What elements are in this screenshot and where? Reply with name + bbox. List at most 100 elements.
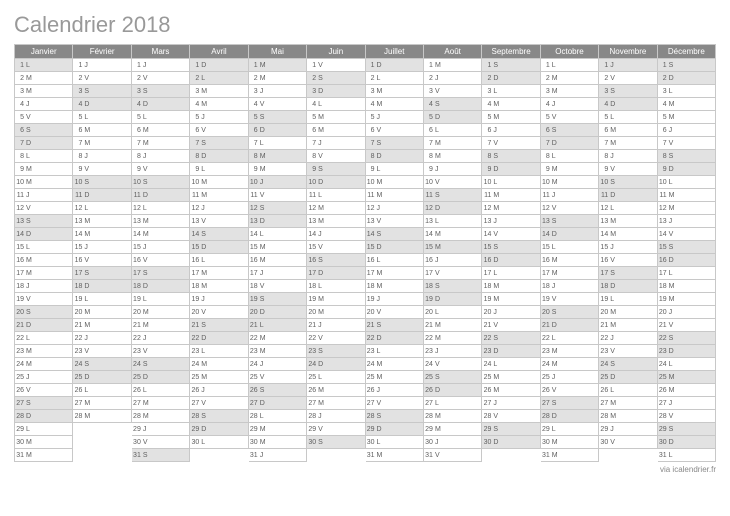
day-of-week: V bbox=[669, 322, 674, 329]
day-of-week: M bbox=[26, 179, 32, 186]
day-number: 8 bbox=[659, 153, 669, 160]
day-of-week: L bbox=[26, 244, 30, 251]
day-number: 28 bbox=[250, 413, 260, 420]
day-cell: 25D bbox=[132, 371, 190, 384]
day-cell: 19D bbox=[424, 293, 482, 306]
day-cell: 14V bbox=[658, 228, 716, 241]
day-number: 4 bbox=[483, 101, 493, 108]
day-number: 24 bbox=[367, 361, 377, 368]
day-cell: 9V bbox=[132, 163, 190, 176]
day-of-week: M bbox=[201, 101, 207, 108]
day-of-week: M bbox=[493, 192, 499, 199]
day-number: 29 bbox=[250, 426, 260, 433]
day-cell: 24J bbox=[249, 358, 307, 371]
day-number: 21 bbox=[600, 322, 610, 329]
day-number: 30 bbox=[191, 439, 201, 446]
day-cell: 6L bbox=[424, 124, 482, 137]
day-cell: 5V bbox=[541, 111, 599, 124]
day-of-week: D bbox=[201, 426, 206, 433]
day-number: 19 bbox=[308, 296, 318, 303]
day-number: 5 bbox=[600, 114, 610, 121]
day-of-week: J bbox=[84, 335, 88, 342]
month-header: Mai bbox=[249, 45, 307, 59]
day-cell: 19V bbox=[541, 293, 599, 306]
day-cell: 4M bbox=[366, 98, 424, 111]
day-of-week: V bbox=[377, 309, 382, 316]
day-cell: 11D bbox=[132, 189, 190, 202]
day-of-week: V bbox=[318, 426, 323, 433]
day-number: 28 bbox=[367, 413, 377, 420]
day-cell: 28S bbox=[366, 410, 424, 423]
day-cell: 22M bbox=[249, 332, 307, 345]
day-cell: 9L bbox=[190, 163, 248, 176]
day-cell: 1M bbox=[249, 59, 307, 72]
day-cell: 29J bbox=[599, 423, 657, 436]
day-cell: 12L bbox=[599, 202, 657, 215]
day-of-week: M bbox=[26, 452, 32, 459]
day-cell: 29M bbox=[424, 423, 482, 436]
day-cell: 28L bbox=[249, 410, 307, 423]
day-cell: 15J bbox=[599, 241, 657, 254]
day-number: 9 bbox=[191, 166, 201, 173]
day-cell: 17L bbox=[482, 267, 540, 280]
day-of-week: M bbox=[435, 231, 441, 238]
day-number: 7 bbox=[191, 140, 201, 147]
day-of-week: J bbox=[493, 127, 497, 134]
day-cell: 27J bbox=[482, 397, 540, 410]
day-number: 14 bbox=[74, 231, 84, 238]
day-number: 26 bbox=[483, 387, 493, 394]
day-of-week: V bbox=[26, 296, 31, 303]
day-cell: 3D bbox=[307, 85, 365, 98]
day-of-week: S bbox=[493, 153, 498, 160]
day-cell: 3S bbox=[132, 85, 190, 98]
day-number: 7 bbox=[74, 140, 84, 147]
day-cell: 23V bbox=[599, 345, 657, 358]
day-number: 13 bbox=[600, 218, 610, 225]
day-cell: 8V bbox=[307, 150, 365, 163]
day-number: 10 bbox=[483, 179, 493, 186]
day-of-week: L bbox=[669, 361, 673, 368]
day-number: 23 bbox=[425, 348, 435, 355]
day-number: 5 bbox=[74, 114, 84, 121]
day-cell: 30L bbox=[366, 436, 424, 449]
day-of-week: M bbox=[318, 309, 324, 316]
day-cell: 11V bbox=[249, 189, 307, 202]
day-of-week: J bbox=[610, 62, 614, 69]
day-number: 29 bbox=[659, 426, 669, 433]
day-cell: 28M bbox=[599, 410, 657, 423]
day-number: 29 bbox=[483, 426, 493, 433]
day-of-week: M bbox=[493, 387, 499, 394]
day-of-week: S bbox=[318, 348, 323, 355]
day-cell: 16M bbox=[249, 254, 307, 267]
day-number: 16 bbox=[483, 257, 493, 264]
day-of-week: L bbox=[552, 426, 556, 433]
day-number: 3 bbox=[250, 88, 260, 95]
day-of-week: D bbox=[26, 140, 31, 147]
day-cell: 24M bbox=[190, 358, 248, 371]
day-number: 3 bbox=[16, 88, 26, 95]
day-number: 27 bbox=[74, 400, 84, 407]
day-number: 15 bbox=[74, 244, 84, 251]
day-cell: 11L bbox=[307, 189, 365, 202]
day-number: 5 bbox=[483, 114, 493, 121]
day-cell: 27M bbox=[307, 397, 365, 410]
day-number: 26 bbox=[542, 387, 552, 394]
day-number: 11 bbox=[191, 192, 201, 199]
day-of-week: D bbox=[84, 101, 89, 108]
day-number: 23 bbox=[74, 348, 84, 355]
day-of-week: S bbox=[552, 309, 557, 316]
day-of-week: L bbox=[201, 439, 205, 446]
day-of-week: J bbox=[201, 296, 205, 303]
day-cell: 13J bbox=[658, 215, 716, 228]
day-of-week: D bbox=[493, 75, 498, 82]
day-number: 11 bbox=[542, 192, 552, 199]
day-of-week: J bbox=[143, 62, 147, 69]
day-number: 24 bbox=[308, 361, 318, 368]
day-of-week: V bbox=[260, 283, 265, 290]
day-number: 6 bbox=[483, 127, 493, 134]
day-number: 17 bbox=[367, 270, 377, 277]
day-cell: 14M bbox=[599, 228, 657, 241]
day-cell: 1J bbox=[73, 59, 131, 72]
day-number: 14 bbox=[250, 231, 260, 238]
day-of-week: V bbox=[435, 88, 440, 95]
